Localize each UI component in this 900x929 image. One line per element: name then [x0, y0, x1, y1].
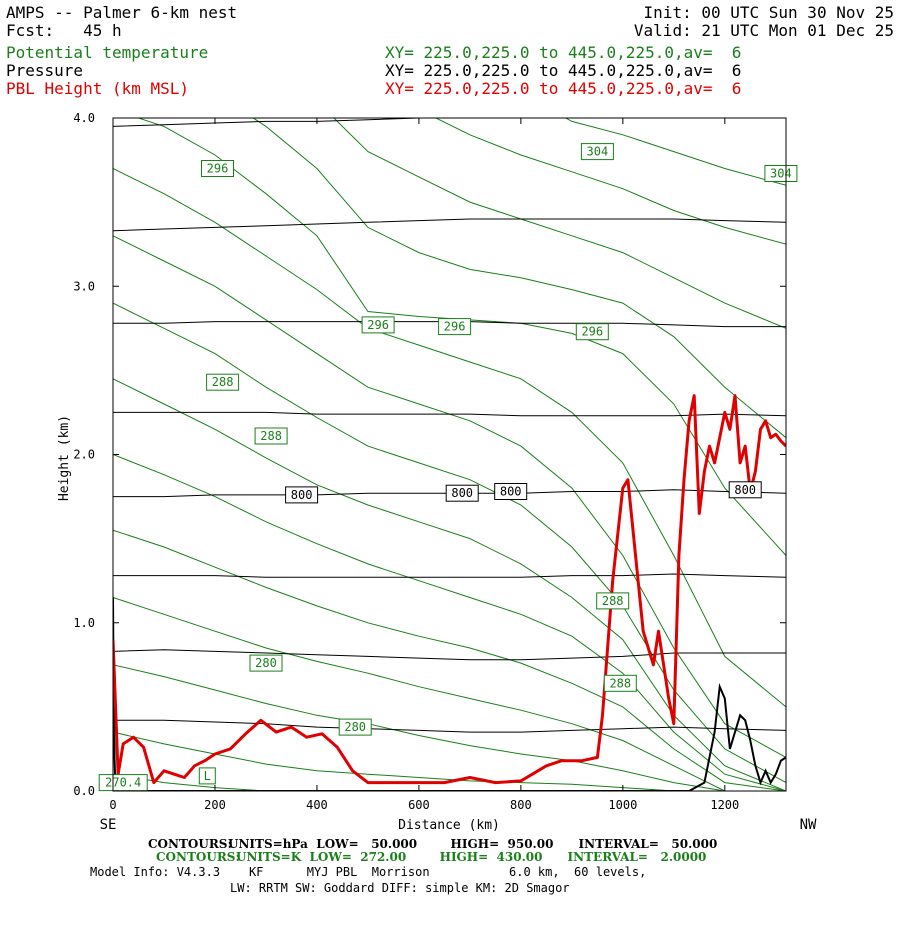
pbl-height-series [113, 394, 786, 785]
theta-line-292 [113, 235, 786, 758]
theta-line-294 [113, 168, 786, 708]
isobar-800 [113, 489, 786, 498]
legend-theta-xy: XY= 225.0,225.0 to 445.0,225.0,av= 6 [385, 43, 742, 62]
contour-label: 288 [212, 375, 234, 389]
theta-line-300 [333, 118, 786, 329]
contour-label-box [338, 718, 372, 736]
theta-line-304 [564, 118, 786, 186]
theta-isentropes [113, 118, 786, 791]
x-tick-label: 1000 [608, 798, 637, 812]
theta-line-282 [113, 597, 786, 791]
contour-label: 800 [734, 483, 756, 497]
forecast-hour: Fcst: 45 h [6, 21, 122, 40]
legend-pbl-xy: XY= 225.0,225.0 to 445.0,225.0,av= 6 [385, 79, 742, 98]
contour-label: 800 [451, 486, 473, 500]
axes: 0 200 400 600 800 1000 1200 0.0 1.0 2.0 3.0 4.0 [73, 111, 786, 812]
isobar-850 [113, 573, 786, 578]
contour-label-box [254, 427, 288, 445]
contour-label: 288 [609, 676, 631, 690]
y-tick-label: 4.0 [73, 111, 95, 125]
contour-label-box [361, 316, 395, 334]
contour-label-box [575, 323, 609, 341]
chart-title: AMPS -- Palmer 6-km nest [6, 3, 238, 22]
contour-label-box [445, 484, 479, 502]
x-tick-label: 600 [408, 798, 430, 812]
contour-label: L [204, 769, 211, 783]
footer-info: CONTOURS: UNITS=hPa LOW= 50.000 HIGH= 95… [0, 838, 900, 898]
x-tick-label: 800 [510, 798, 532, 812]
y-tick-label: 2.0 [73, 448, 95, 462]
legend-pressure-xy: XY= 225.0,225.0 to 445.0,225.0,av= 6 [385, 61, 742, 80]
y-tick-label: 1.0 [73, 616, 95, 630]
footer-model-info: Model Info: V4.3.3 KF MYJ PBL Morrison 6… [90, 865, 647, 879]
isobar-650 [113, 218, 786, 232]
contour-label-box [764, 165, 798, 182]
theta-line-298 [252, 118, 786, 439]
contour-label-box [198, 767, 216, 785]
contour-label: 296 [444, 320, 466, 334]
contour-label-box [603, 674, 637, 692]
legend-pbl-name: PBL Height (km MSL) [6, 79, 190, 98]
theta-line-286 [113, 454, 786, 791]
footer-contours-pressure: UNITS=hPa LOW= 50.000 HIGH= 950.00 INTER… [228, 837, 718, 851]
theta-line-288 [113, 378, 786, 791]
theta-line-302 [434, 118, 786, 245]
valid-time: Valid: 21 UTC Mon 01 Dec 25 [633, 21, 894, 40]
contour-label: 296 [367, 318, 389, 332]
contour-label: 280 [344, 720, 366, 734]
y-tick-label: 3.0 [73, 279, 95, 293]
contour-labels: 296 304 304 296 296 296 288 288 800 800 800 800 288 2… [98, 143, 798, 792]
isobar-750 [113, 411, 786, 417]
contour-label: 304 [587, 145, 609, 159]
contour-label: 280 [255, 656, 277, 670]
footer-contours-t-label: CONTOURS: [156, 850, 240, 864]
contour-label-box [206, 373, 240, 391]
contour-label-box [249, 654, 283, 672]
contour-label: 270.4 [105, 776, 141, 790]
pbl-height-line [113, 394, 786, 785]
x-tick-label: 0 [109, 798, 116, 812]
isobar-950 [113, 719, 786, 733]
footer-contours-p-label: CONTOURS: [148, 837, 232, 851]
contour-label: 296 [207, 162, 229, 176]
contour-label: 800 [500, 485, 522, 499]
y-axis-title: Height (km) [57, 415, 72, 501]
contour-label-box [285, 486, 319, 504]
x-right-end-label: NW [800, 817, 817, 833]
isobar-600 [113, 118, 786, 127]
pressure-isobars [113, 118, 786, 733]
x-tick-label: 400 [306, 798, 328, 812]
contour-label: 800 [291, 488, 313, 502]
contour-label-box [728, 481, 762, 499]
x-axis-title: Distance (km) [398, 818, 500, 833]
contour-label: 288 [602, 594, 624, 608]
x-left-end-label: SE [100, 817, 117, 833]
footer-contours-theta: UNITS=K LOW= 272.00 HIGH= 430.00 INTERVA… [236, 850, 707, 864]
y-tick-label: 0.0 [73, 784, 95, 798]
contour-label: 304 [770, 167, 792, 181]
contour-label: 296 [581, 325, 603, 339]
theta-line-284 [113, 529, 786, 791]
contour-label-box [494, 483, 528, 500]
contour-label-box [201, 160, 234, 177]
x-tick-label: 1200 [710, 798, 739, 812]
footer-model-info-2: LW: RRTM SW: Goddard DIFF: simple KM: 2D… [230, 881, 570, 895]
init-time: Init: 00 UTC Sun 30 Nov 25 [643, 3, 894, 22]
contour-label-box [438, 318, 472, 336]
contour-label-box [580, 143, 614, 161]
isobar-900 [113, 649, 786, 661]
cross-section-plot: 296 304 304 296 296 296 288 288 800 800 800 800 288 2… [57, 111, 817, 833]
x-tick-label: 200 [204, 798, 226, 812]
contour-label-box [596, 592, 630, 610]
theta-line-280 [113, 664, 786, 791]
legend-theta-name: Potential temperature [6, 43, 209, 62]
theta-line-276 [113, 773, 786, 791]
legend-pressure-name: Pressure [6, 61, 84, 80]
contour-label: 288 [260, 429, 282, 443]
